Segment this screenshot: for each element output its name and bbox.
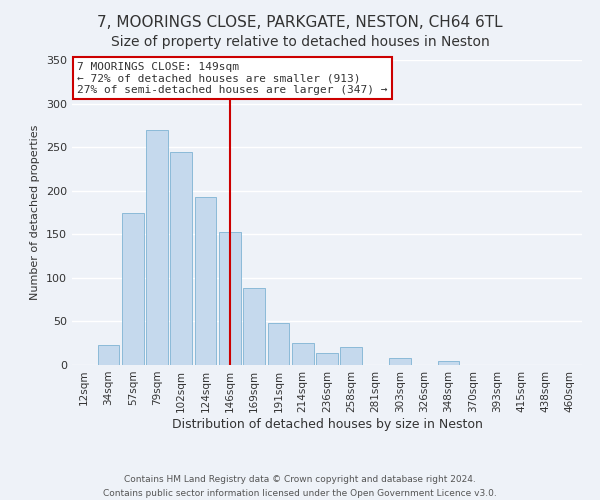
Bar bbox=[437, 360, 460, 365]
Bar bbox=[268, 323, 289, 365]
Bar bbox=[292, 343, 314, 365]
Bar bbox=[146, 130, 168, 365]
Bar bbox=[389, 358, 411, 365]
X-axis label: Distribution of detached houses by size in Neston: Distribution of detached houses by size … bbox=[172, 418, 482, 430]
Y-axis label: Number of detached properties: Number of detached properties bbox=[31, 125, 40, 300]
Bar bbox=[219, 232, 241, 365]
Bar bbox=[97, 345, 119, 365]
Text: Size of property relative to detached houses in Neston: Size of property relative to detached ho… bbox=[110, 35, 490, 49]
Bar bbox=[340, 346, 362, 365]
Bar bbox=[316, 353, 338, 365]
Bar bbox=[122, 212, 143, 365]
Text: 7, MOORINGS CLOSE, PARKGATE, NESTON, CH64 6TL: 7, MOORINGS CLOSE, PARKGATE, NESTON, CH6… bbox=[97, 15, 503, 30]
Bar bbox=[243, 288, 265, 365]
Text: 7 MOORINGS CLOSE: 149sqm
← 72% of detached houses are smaller (913)
27% of semi-: 7 MOORINGS CLOSE: 149sqm ← 72% of detach… bbox=[77, 62, 388, 94]
Bar bbox=[194, 197, 217, 365]
Text: Contains HM Land Registry data © Crown copyright and database right 2024.
Contai: Contains HM Land Registry data © Crown c… bbox=[103, 476, 497, 498]
Bar bbox=[170, 152, 192, 365]
